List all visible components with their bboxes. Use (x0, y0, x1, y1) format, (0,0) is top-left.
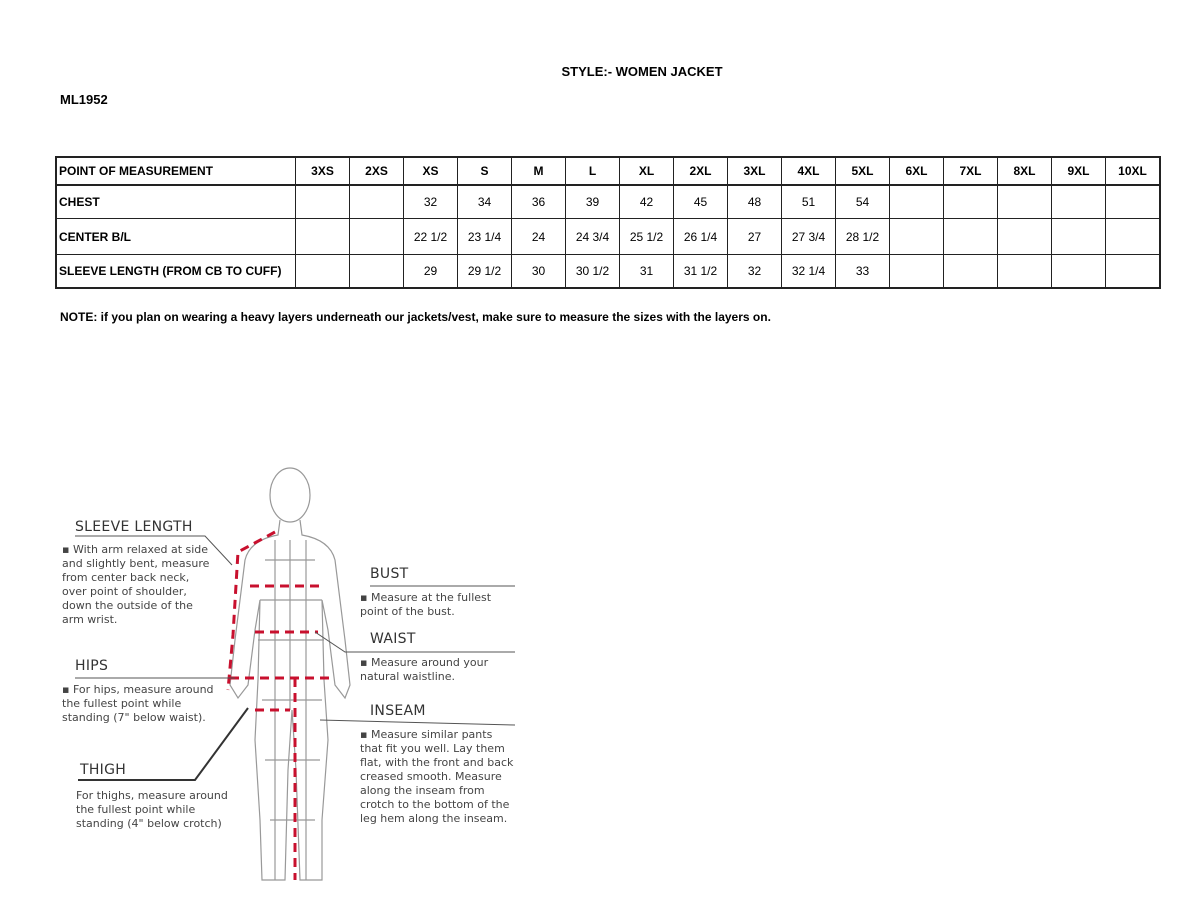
table-cell: 45 (673, 184, 728, 219)
column-header-size: XL (619, 156, 674, 186)
table-cell: 24 (511, 218, 566, 255)
table-cell: 36 (511, 184, 566, 219)
table-cell: 26 1/4 (673, 218, 728, 255)
column-header-size: XS (403, 156, 458, 186)
table-cell: 51 (781, 184, 836, 219)
row-label: CENTER B/L (55, 218, 296, 255)
table-cell (1105, 184, 1161, 219)
table-cell: 28 1/2 (835, 218, 890, 255)
column-header-size: 5XL (835, 156, 890, 186)
table-cell (1051, 254, 1106, 289)
table-cell (997, 184, 1052, 219)
column-header-size: 10XL (1105, 156, 1161, 186)
style-code: ML1952 (60, 92, 108, 107)
table-cell: 32 (403, 184, 458, 219)
table-cell: 27 3/4 (781, 218, 836, 255)
table-cell (997, 254, 1052, 289)
measurement-figure: SLEEVE LENGTH ▪ With arm relaxed at side… (50, 440, 540, 895)
waist-title: WAIST (370, 631, 416, 647)
table-cell: 29 1/2 (457, 254, 512, 289)
column-header-size: 9XL (1051, 156, 1106, 186)
table-cell (295, 218, 350, 255)
body-illustration (75, 467, 516, 881)
table-cell (997, 218, 1052, 255)
table-cell (889, 218, 944, 255)
column-header-size: 2XL (673, 156, 728, 186)
table-cell (1105, 254, 1161, 289)
thigh-title: THIGH (80, 762, 127, 778)
table-cell: 31 1/2 (673, 254, 728, 289)
table-cell: 54 (835, 184, 890, 219)
table-cell (889, 184, 944, 219)
table-row: SLEEVE LENGTH (FROM CB TO CUFF) 29 29 1/2 3… (55, 254, 1161, 289)
table-cell (943, 254, 998, 289)
table-cell: 34 (457, 184, 512, 219)
column-header-size: 8XL (997, 156, 1052, 186)
size-table: POINT OF MEASUREMENT 3XS 2XS XS S M L XL 2XL 3XL 4… (55, 156, 1161, 289)
table-cell (889, 254, 944, 289)
table-cell: 39 (565, 184, 620, 219)
table-cell (349, 218, 404, 255)
table-cell (295, 184, 350, 219)
column-header-size: 3XL (727, 156, 782, 186)
table-row: CENTER B/L 22 1/2 23 1/4 24 24 3/4 25 1/2 26 1… (55, 218, 1161, 255)
column-header-size: 6XL (889, 156, 944, 186)
table-cell: 23 1/4 (457, 218, 512, 255)
table-cell: 30 (511, 254, 566, 289)
inseam-text: ▪ Measure similar pants that fit you wel… (360, 728, 514, 825)
sleeve-length-title: SLEEVE LENGTH (75, 519, 193, 535)
column-header-measurement: POINT OF MEASUREMENT (55, 156, 296, 186)
table-header-row: POINT OF MEASUREMENT 3XS 2XS XS S M L XL 2XL 3XL 4… (55, 156, 1161, 186)
thigh-text: For thighs, measure around the fullest p… (76, 789, 228, 830)
table-row: CHEST 32 34 36 39 42 45 48 51 54 (55, 184, 1161, 219)
table-cell (1105, 218, 1161, 255)
table-cell: 29 (403, 254, 458, 289)
table-cell: 25 1/2 (619, 218, 674, 255)
waist-text: ▪ Measure around your natural waistline. (360, 656, 489, 683)
row-label: CHEST (55, 184, 296, 219)
inseam-title: INSEAM (370, 703, 426, 719)
style-title: STYLE:- WOMEN JACKET (561, 64, 723, 79)
column-header-size: S (457, 156, 512, 186)
hips-title: HIPS (75, 658, 109, 674)
column-header-size: L (565, 156, 620, 186)
table-cell (349, 254, 404, 289)
table-cell (943, 184, 998, 219)
table-cell: 33 (835, 254, 890, 289)
table-cell (1051, 184, 1106, 219)
layering-note: NOTE: if you plan on wearing a heavy lay… (60, 310, 771, 324)
table-cell (295, 254, 350, 289)
bust-text: ▪ Measure at the fullest point of the bu… (360, 591, 492, 618)
table-cell: 27 (727, 218, 782, 255)
table-cell (349, 184, 404, 219)
bust-title: BUST (370, 566, 409, 582)
column-header-size: 2XS (349, 156, 404, 186)
column-header-size: 3XS (295, 156, 350, 186)
row-label: SLEEVE LENGTH (FROM CB TO CUFF) (55, 254, 296, 289)
table-cell: 32 1/4 (781, 254, 836, 289)
table-cell: 48 (727, 184, 782, 219)
table-cell: 32 (727, 254, 782, 289)
sleeve-length-text: ▪ With arm relaxed at side and slightly … (62, 543, 210, 626)
hips-text: ▪ For hips, measure around the fullest p… (62, 683, 214, 724)
table-cell (943, 218, 998, 255)
table-cell (1051, 218, 1106, 255)
column-header-size: 4XL (781, 156, 836, 186)
column-header-size: M (511, 156, 566, 186)
table-cell: 24 3/4 (565, 218, 620, 255)
table-cell: 30 1/2 (565, 254, 620, 289)
table-cell: 42 (619, 184, 674, 219)
table-cell: 22 1/2 (403, 218, 458, 255)
table-cell: 31 (619, 254, 674, 289)
column-header-size: 7XL (943, 156, 998, 186)
